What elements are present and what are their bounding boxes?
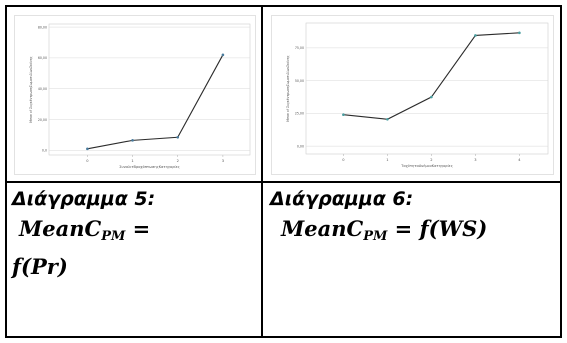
formula-diagram-5: MeanCPM = f(Pr) [12,216,254,279]
data-point [342,113,345,116]
y-tick-label: 25,00 [295,112,304,116]
data-point [131,139,134,142]
table-border-right [560,5,562,338]
plot-area [48,23,251,156]
plot-area [305,22,549,155]
caption-diagram-6: Διάγραμμα 6: [270,188,414,210]
chart-6-container: 0,00 25,00 50,00 75,00 0 1 2 3 4 ΤαχύτηταΑνέμουΚα… [271,15,554,175]
series-line [87,54,224,150]
y-tick-label: 40,00 [38,87,47,91]
chart-5: 0,0 20,00 40,00 60,00 80,00 0 1 2 3 ΣυναλιτΒροχόπ… [29,23,251,169]
x-axis-label: ΣυναλιτΒροχόπτωσηςΚατηγορίες [119,165,180,169]
y-axis-label: Mean of ΣυγκέντρωσηΣωματιδίωνΣκόνης [286,55,290,121]
formula-function: f(Pr) [12,254,68,279]
chart-5-container: 0,0 20,00 40,00 60,00 80,00 0 1 2 3 ΣυναλιτΒροχόπ… [14,15,256,175]
formula-equals: = [125,216,151,241]
x-tick-label: 3 [222,159,224,163]
chart-6: 0,00 25,00 50,00 75,00 0 1 2 3 4 ΤαχύτηταΑνέμουΚα… [286,22,549,168]
data-point [430,95,433,99]
formula-subscript: PM [363,229,388,244]
table-border-middle [5,181,562,183]
data-point [86,147,89,151]
formula-function: f(WS) [419,216,488,241]
figure-table: 0,0 20,00 40,00 60,00 80,00 0 1 2 3 ΣυναλιτΒροχόπ… [5,5,562,338]
table-border-bottom [5,336,562,338]
y-tick-label: 75,00 [295,46,304,50]
formula-diagram-6: MeanCPM = f(WS) [281,217,556,249]
y-tick-label: 60,00 [38,56,47,60]
x-tick-label: 2 [430,158,432,162]
y-tick-label: 80,00 [38,25,47,29]
data-point [386,117,389,121]
table-border-left [5,5,7,338]
x-tick-label: 1 [386,158,388,162]
x-tick-label: 4 [518,158,521,162]
x-tick-label: 3 [474,158,476,162]
caption-diagram-5: Διάγραμμα 5: [12,188,156,210]
x-axis-label: ΤαχύτηταΑνέμουΚατηγορίες [400,164,453,168]
y-tick-label: 50,00 [295,79,304,83]
formula-subscript: PM [101,229,126,244]
data-point [176,135,180,139]
table-border-top [5,5,562,7]
data-point [221,53,225,57]
x-tick-label: 2 [177,159,179,163]
formula-equals: = [387,216,420,241]
table-border-divider [261,5,263,338]
y-axis-label: Mean of ΣυγκέντρωσηΣωματιδίωνΣκόνης [29,56,33,122]
data-point [518,31,521,35]
y-tick-label: 0,0 [42,149,47,153]
x-tick-label: 0 [86,159,89,163]
formula-mean: MeanC [281,216,364,241]
y-tick-label: 20,00 [38,118,47,122]
formula-mean: MeanC [19,216,102,241]
y-tick-label: 0,00 [297,144,304,148]
x-tick-label: 0 [342,158,345,162]
x-tick-label: 1 [131,159,133,163]
data-point [474,34,477,37]
